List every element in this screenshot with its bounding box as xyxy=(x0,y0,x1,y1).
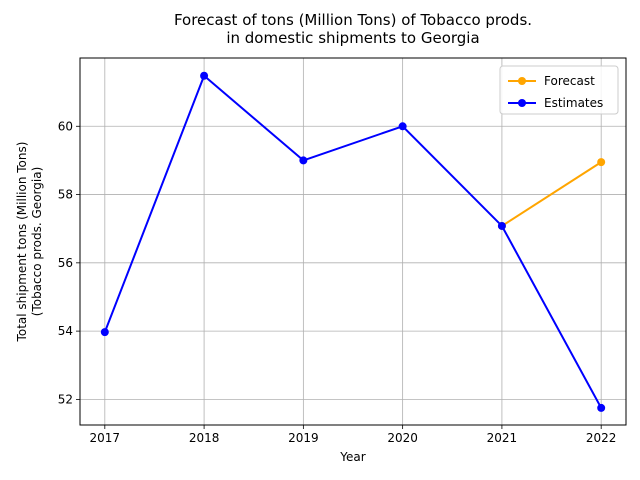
data-point xyxy=(398,122,407,131)
series-line xyxy=(501,161,602,227)
x-tick-label: 2021 xyxy=(487,431,518,445)
y-axis-label-line-2: (Tobacco prods. Georgia) xyxy=(30,167,44,317)
legend-label: Estimates xyxy=(544,96,603,110)
x-tick-label: 2017 xyxy=(90,431,121,445)
legend-marker xyxy=(518,77,526,85)
legend: Forecast Estimates xyxy=(499,65,619,115)
series-estimates xyxy=(100,71,606,412)
plot-frame xyxy=(79,57,627,426)
y-tick-label: 54 xyxy=(58,324,73,338)
x-tick-label: 2018 xyxy=(189,431,220,445)
legend-label: Forecast xyxy=(544,74,595,88)
y-axis-ticks: 52 54 56 58 60 xyxy=(58,119,80,406)
grid-lines xyxy=(80,58,626,425)
data-point xyxy=(299,156,308,165)
x-tick-label: 2019 xyxy=(288,431,319,445)
chart-title-line-1: Forecast of tons (Million Tons) of Tobac… xyxy=(174,11,532,29)
series-lines xyxy=(100,71,606,412)
data-point xyxy=(597,403,606,412)
series-forecast xyxy=(497,158,606,230)
y-tick-label: 58 xyxy=(58,188,73,202)
legend-marker xyxy=(518,99,526,107)
x-axis-label: Year xyxy=(339,450,365,464)
x-tick-label: 2020 xyxy=(387,431,418,445)
y-tick-label: 60 xyxy=(58,119,73,133)
legend-entry: Estimates xyxy=(508,96,603,110)
series-line xyxy=(103,74,603,409)
x-tick-label: 2022 xyxy=(586,431,617,445)
x-axis-ticks: 2017 2018 2019 2020 2021 2022 xyxy=(90,425,617,445)
y-tick-label: 56 xyxy=(58,256,73,270)
data-point xyxy=(200,71,209,80)
y-axis-label: Total shipment tons (Million Tons) (Toba… xyxy=(15,142,44,343)
legend-entry: Forecast xyxy=(508,74,595,88)
y-axis-label-line-1: Total shipment tons (Million Tons) xyxy=(15,142,29,343)
data-point xyxy=(497,221,506,230)
chart-title-line-2: in domestic shipments to Georgia xyxy=(226,29,479,47)
y-tick-label: 52 xyxy=(58,392,73,406)
data-point xyxy=(597,158,606,167)
data-point xyxy=(100,328,109,337)
